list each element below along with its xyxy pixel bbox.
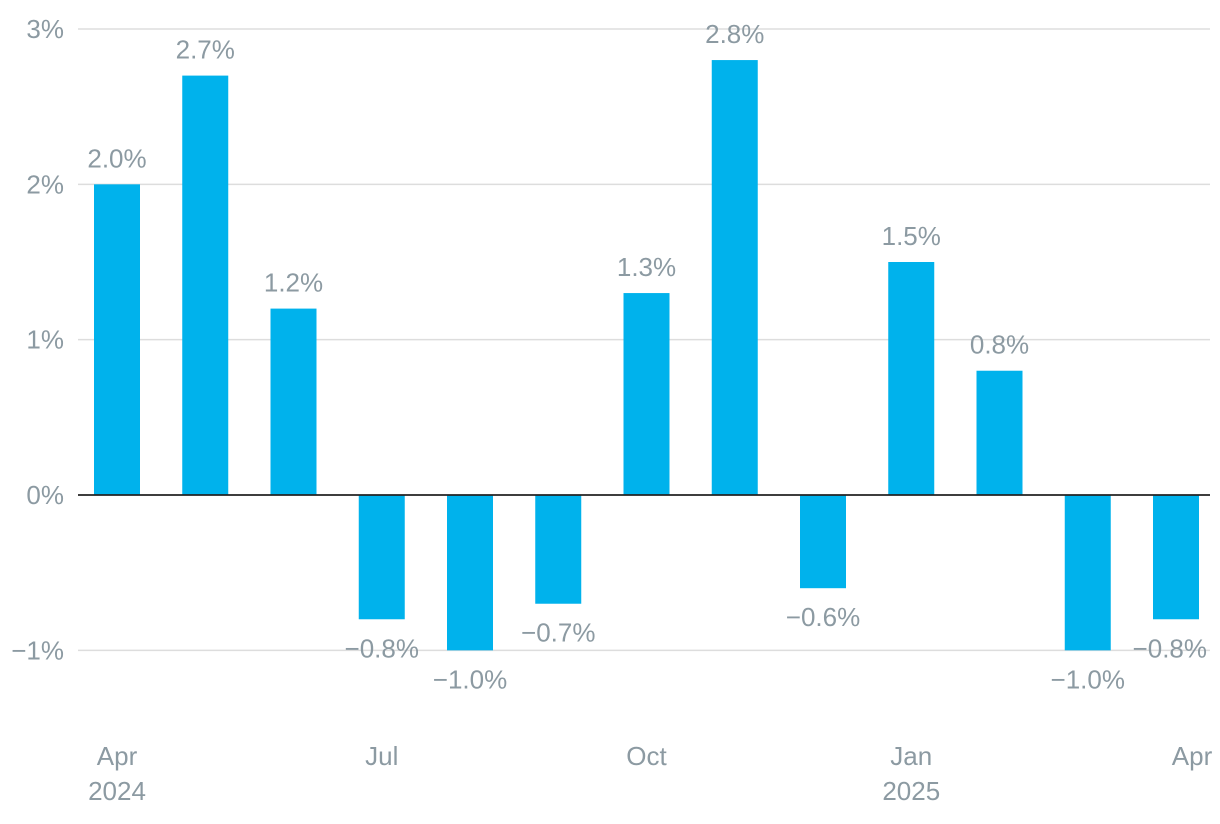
data-label: −0.6% (786, 602, 860, 632)
data-label: 1.3% (617, 252, 676, 282)
x-tick-label: Apr (1172, 741, 1213, 771)
x-tick-year-label: 2024 (88, 776, 146, 806)
data-label: 2.7% (176, 35, 235, 65)
x-tick-label: Oct (626, 741, 667, 771)
bar (182, 75, 229, 495)
y-tick-label: 2% (26, 169, 64, 199)
data-label: 1.2% (264, 268, 323, 298)
data-label: −1.0% (433, 664, 507, 694)
data-label: −1.0% (1051, 664, 1125, 694)
bar (623, 293, 670, 495)
data-label: −0.7% (521, 618, 595, 648)
y-axis-ticks: 3% 2% 1% 0% −1% (11, 14, 64, 665)
bar (535, 495, 582, 604)
bar (800, 495, 846, 589)
x-tick-label: Apr (97, 741, 138, 771)
bars (94, 60, 1199, 651)
bar (976, 370, 1023, 495)
x-tick-label: Jul (365, 741, 398, 771)
y-tick-label: −1% (11, 635, 64, 665)
data-labels: 2.0% 2.7% 1.2% −0.8% −1.0% −0.7% 1.3% 2.8% −0.6%… (87, 19, 1207, 694)
x-axis-ticks: Apr 2024 Jul Oct Jan 2025 Apr (88, 741, 1212, 806)
x-tick-year-label: 2025 (882, 776, 940, 806)
y-tick-label: 3% (26, 14, 64, 44)
bar (888, 262, 935, 495)
data-label: 2.8% (705, 19, 764, 49)
bar (447, 495, 493, 651)
data-label: 2.0% (87, 143, 146, 173)
data-label: −0.8% (345, 633, 419, 663)
bar (358, 495, 405, 620)
y-tick-label: 1% (26, 325, 64, 355)
bar (270, 308, 317, 495)
data-label: 0.8% (970, 330, 1029, 360)
x-tick-label: Jan (890, 741, 932, 771)
data-label: −0.8% (1133, 633, 1207, 663)
bar (94, 184, 140, 496)
data-label: 1.5% (882, 221, 941, 251)
bar (1153, 495, 1199, 620)
bar (711, 60, 758, 496)
y-tick-label: 0% (26, 480, 64, 510)
bar (1064, 495, 1111, 651)
